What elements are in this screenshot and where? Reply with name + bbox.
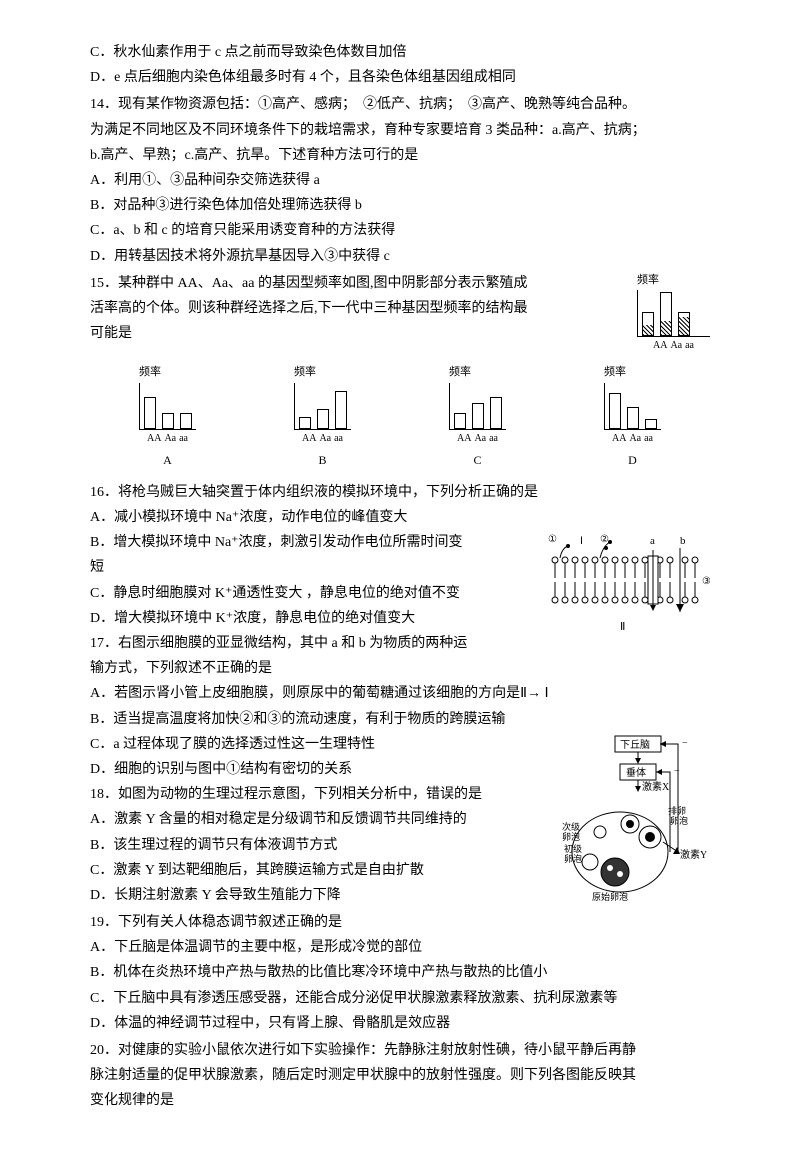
q19-stem: 19．下列有关人体稳态调节叙述正确的是 bbox=[90, 910, 710, 935]
q16-opt-a: A．减小模拟环境中 Na⁺浓度，动作电位的峰值变大 bbox=[90, 505, 710, 530]
q19-opt-d: D．体温的神经调节过程中，只有肾上腺、骨骼肌是效应器 bbox=[90, 1011, 710, 1036]
svg-text:卵泡: 卵泡 bbox=[564, 853, 582, 864]
hormone-hypothalamus: 下丘脑 bbox=[620, 738, 650, 751]
q15-d-ylabel: 频率 bbox=[604, 363, 661, 383]
q14-opt-d: D．用转基因技术将外源抗旱基因导入③中获得 c bbox=[90, 244, 710, 269]
q17-opt-a: A．若图示肾小管上皮细胞膜，则原尿中的葡萄糖通过该细胞的方向是Ⅱ→ Ⅰ bbox=[90, 681, 710, 706]
q19-opt-a: A．下丘脑是体温调节的主要中枢，是形成冷觉的部位 bbox=[90, 935, 710, 960]
q17-stem-2: 输方式，下列叙述不正确的是 bbox=[90, 656, 710, 681]
q13-opt-c: C．秋水仙素作用于 c 点之前而导致染色体数目加倍 bbox=[90, 40, 710, 65]
q15-b-label: B bbox=[294, 450, 351, 472]
svg-text:卵泡: 卵泡 bbox=[670, 815, 688, 826]
q16-stem: 16．将枪乌贼巨大轴突置于体内组织液的模拟环境中，下列分析正确的是 bbox=[90, 480, 710, 505]
q15-option-charts: 频率 AAAaaa A 频率 AAAaaa B 频率 AAAaaa C 频率 A… bbox=[90, 363, 710, 471]
membrane-region-2: Ⅱ bbox=[620, 621, 625, 633]
q15-chart-b: 频率 AAAaaa B bbox=[294, 363, 351, 471]
q15-c-label: C bbox=[449, 450, 506, 472]
q17-opt-b: B．适当提高温度将加快②和③的流动速度，有利于物质的跨膜运输 bbox=[90, 707, 710, 732]
hormone-pituitary: 垂体 bbox=[626, 767, 646, 779]
membrane-arrow-b: b bbox=[680, 535, 686, 547]
hormone-ovulation: 排卵 bbox=[668, 805, 686, 816]
q14-stem-3: b.高产、早熟；c.高产、抗旱。下述育种方法可行的是 bbox=[90, 143, 710, 168]
hormone-primary: 初级 bbox=[564, 843, 582, 854]
q15-stem-1: 15．某种群中 AA、Aa、aa 的基因型频率如图,图中阴影部分表示繁殖成 bbox=[90, 271, 710, 296]
q15-c-ylabel: 频率 bbox=[449, 363, 506, 383]
q14-opt-b: B．对品种③进行染色体加倍处理筛选获得 b bbox=[90, 193, 710, 218]
q15-d-label: D bbox=[604, 450, 661, 472]
hormone-secondary: 次级 bbox=[562, 821, 580, 832]
hormone-primordial: 原始卵泡 bbox=[592, 891, 628, 902]
q20-stem-2: 脉注射适量的促甲状腺激素，随后定时测定甲状腺中的放射性强度。则下列各图能反映其 bbox=[90, 1063, 710, 1088]
svg-text:−: − bbox=[682, 738, 688, 749]
q20-stem-3: 变化规律的是 bbox=[90, 1088, 710, 1113]
q20-stem-1: 20．对健康的实验小鼠依次进行如下实验操作：先静脉注射放射性碘，待小鼠平静后再静 bbox=[90, 1038, 710, 1063]
q15-main-ylabel: 频率 bbox=[637, 271, 710, 291]
q14-opt-c: C．a、b 和 c 的培育只能采用诱变育种的方法获得 bbox=[90, 218, 710, 243]
q15-b-ylabel: 频率 bbox=[294, 363, 351, 383]
q15-a-label: A bbox=[139, 450, 196, 472]
hormone-diagram: 下丘脑 垂体 激素X − − 次级 卵泡 初级 卵泡 原始卵泡 排卵 卵泡 激素… bbox=[560, 732, 710, 902]
q15-a-ylabel: 频率 bbox=[139, 363, 196, 383]
q13-opt-d: D．e 点后细胞内染色体组最多时有 4 个，且各染色体组基因组成相同 bbox=[90, 65, 710, 90]
q15-stem-2: 活率高的个体。则该种群经选择之后,下一代中三种基因型频率的结构最 bbox=[90, 296, 710, 321]
q15-stem-3: 可能是 bbox=[90, 321, 710, 346]
svg-text:卵泡: 卵泡 bbox=[562, 831, 580, 842]
q15-chart-a: 频率 AAAaaa A bbox=[139, 363, 196, 471]
hormone-x-label: 激素X bbox=[642, 780, 670, 793]
membrane-region-1: Ⅰ bbox=[580, 536, 583, 547]
q14-stem-2: 为满足不同地区及不同环境条件下的栽培需求，育种专家要培育 3 类品种：a.高产、… bbox=[90, 118, 710, 143]
membrane-arrow-a: a bbox=[650, 535, 655, 547]
membrane-label-3: ③ bbox=[702, 576, 710, 587]
q15-chart-c: 频率 AAAaaa C bbox=[449, 363, 506, 471]
membrane-label-1: ① bbox=[548, 534, 557, 545]
q19-opt-c: C．下丘脑中具有渗透压感受器，还能合成分泌促甲状腺激素释放激素、抗利尿激素等 bbox=[90, 986, 710, 1011]
membrane-diagram: ① Ⅰ ② a b ③ Ⅱ bbox=[540, 530, 710, 640]
svg-text:−: − bbox=[674, 766, 680, 777]
q14-opt-a: A．利用①、③品种间杂交筛选获得 a bbox=[90, 168, 710, 193]
q19-opt-b: B．机体在炎热环境中产热与散热的比值比寒冷环境中产热与散热的比值小 bbox=[90, 960, 710, 985]
q15-chart-d: 频率 AAAaaa D bbox=[604, 363, 661, 471]
q15-main-chart: 频率 AAAaaa bbox=[637, 271, 710, 356]
hormone-y-label: 激素Y bbox=[680, 848, 707, 861]
q14-stem-1: 14．现有某作物资源包括：①高产、感病； ②低产、抗病； ③高产、晚熟等纯合品种… bbox=[90, 92, 710, 117]
